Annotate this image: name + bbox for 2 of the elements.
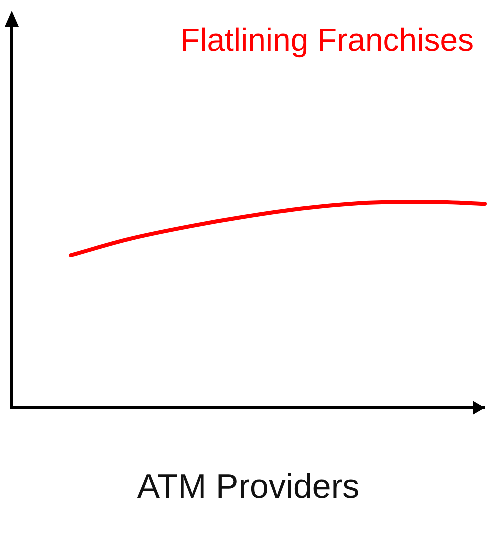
x-axis-title: ATM Providers: [137, 468, 360, 506]
chart-title: Flatlining Franchises: [180, 22, 474, 59]
